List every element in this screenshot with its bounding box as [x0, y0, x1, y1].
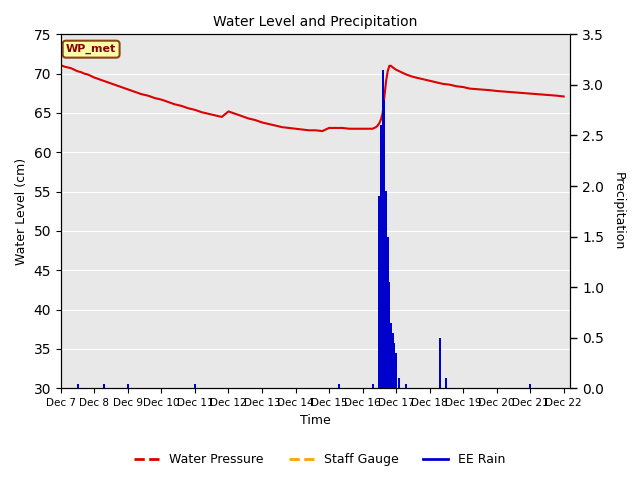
Bar: [378, 196, 380, 388]
Title: Water Level and Precipitation: Water Level and Precipitation: [214, 15, 418, 29]
Bar: [405, 384, 407, 388]
Bar: [372, 384, 374, 388]
Bar: [438, 338, 441, 388]
Bar: [392, 333, 394, 388]
Bar: [383, 100, 385, 388]
Bar: [381, 70, 383, 388]
Bar: [399, 378, 401, 388]
Bar: [338, 384, 340, 388]
Bar: [77, 384, 79, 388]
Bar: [194, 384, 196, 388]
Bar: [394, 343, 396, 388]
Bar: [395, 353, 397, 388]
Bar: [385, 191, 387, 388]
Bar: [104, 384, 106, 388]
Text: WP_met: WP_met: [66, 44, 116, 54]
Bar: [529, 384, 531, 388]
Bar: [387, 237, 388, 388]
Y-axis label: Water Level (cm): Water Level (cm): [15, 158, 28, 265]
Bar: [388, 282, 390, 388]
Bar: [380, 125, 382, 388]
Legend: Water Pressure, Staff Gauge, EE Rain: Water Pressure, Staff Gauge, EE Rain: [129, 448, 511, 471]
Y-axis label: Precipitation: Precipitation: [612, 172, 625, 251]
Bar: [390, 323, 392, 388]
X-axis label: Time: Time: [300, 414, 331, 427]
Bar: [445, 378, 447, 388]
Bar: [127, 384, 129, 388]
